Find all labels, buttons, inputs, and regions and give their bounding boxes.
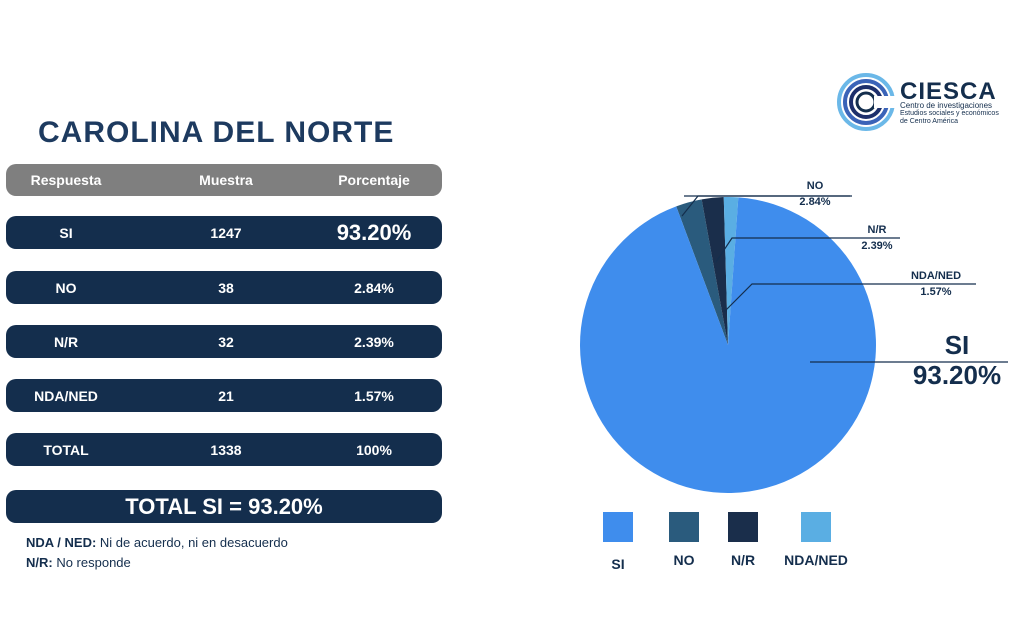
- row-muestra: 1247: [210, 224, 242, 241]
- pie-label-nr: N/R 2.39%: [852, 222, 902, 254]
- pie-label-nda-value: 1.57%: [920, 286, 952, 298]
- legend-item-si: SI: [578, 512, 658, 572]
- pie-label-no-value: 2.84%: [799, 196, 831, 208]
- total-si-banner: TOTAL SI = 93.20%: [6, 490, 442, 523]
- row-respuesta: TOTAL: [43, 441, 89, 458]
- row-porcentaje: 2.84%: [354, 279, 394, 296]
- row-muestra: 1338: [210, 441, 242, 458]
- table-row: NO 38 2.84%: [6, 271, 442, 304]
- table-row-total: TOTAL 1338 100%: [6, 433, 442, 466]
- header-porcentaje: Porcentaje: [338, 172, 410, 188]
- legend-item-nr: N/R: [703, 512, 783, 568]
- leader-line-nr: [715, 237, 900, 263]
- slice-no: [676, 199, 728, 345]
- legend-item-no: NO: [644, 512, 724, 568]
- legend-item-nda: NDA/NED: [776, 512, 856, 568]
- row-respuesta: NO: [55, 279, 77, 296]
- page-title: CAROLINA DEL NORTE: [38, 116, 395, 149]
- pie-label-no-name: NO: [806, 180, 824, 192]
- logo-line3: de Centro América: [900, 118, 958, 125]
- header-respuesta: Respuesta: [30, 172, 102, 188]
- row-muestra: 21: [218, 387, 234, 404]
- slice-nr: [701, 197, 728, 345]
- pie-label-nr-value: 2.39%: [861, 240, 893, 252]
- pie-label-nda: NDA/NED 1.57%: [896, 268, 976, 300]
- table-row: NDA/NED 21 1.57%: [6, 379, 442, 412]
- logo-line1: Centro de investigaciones: [900, 101, 993, 110]
- legend-label-si: SI: [611, 556, 625, 572]
- ciesca-logo-icon: [837, 73, 898, 131]
- row-respuesta: SI: [59, 224, 73, 241]
- row-porcentaje: 100%: [356, 441, 392, 458]
- note-nda-key: NDA / NED:: [26, 535, 97, 550]
- pie-label-si: SI 93.20%: [902, 330, 1012, 390]
- leader-line-nda: [723, 283, 976, 313]
- legend-label-nda: NDA/NED: [784, 552, 848, 568]
- row-porcentaje: 1.57%: [354, 387, 394, 404]
- legend-label-no: NO: [673, 552, 695, 568]
- table-header: Respuesta Muestra Porcentaje: [6, 164, 442, 196]
- slice-si: [580, 197, 876, 493]
- table-row: N/R 32 2.39%: [6, 325, 442, 358]
- table-row: SI 1247 93.20%: [6, 216, 442, 249]
- note-nr-key: N/R:: [26, 555, 53, 570]
- pie-label-nda-name: NDA/NED: [910, 270, 962, 282]
- leader-line-no: [681, 195, 852, 217]
- row-muestra: 38: [218, 279, 234, 296]
- pie-label-si-value: 93.20%: [912, 360, 1002, 390]
- note-nda: NDA / NED: Ni de acuerdo, ni en desacuer…: [26, 535, 288, 550]
- logo-subtitle: Centro de investigaciones Estudios socia…: [900, 102, 1000, 126]
- legend-swatch-no: [669, 512, 699, 542]
- logo-name: CIESCA: [900, 78, 997, 105]
- legend-label-nr: N/R: [730, 552, 756, 568]
- legend-swatch-si: [603, 512, 633, 542]
- row-muestra: 32: [218, 333, 234, 350]
- note-nr-text: No responde: [52, 555, 131, 570]
- row-porcentaje: 2.39%: [354, 333, 394, 350]
- legend-swatch-nr: [728, 512, 758, 542]
- row-porcentaje: 93.20%: [336, 219, 412, 245]
- legend-swatch-nda: [801, 512, 831, 542]
- note-nr: N/R: No responde: [26, 555, 131, 570]
- pie-label-no: NO 2.84%: [790, 178, 840, 210]
- note-nda-text: Ni de acuerdo, ni en desacuerdo: [96, 535, 288, 550]
- pie-label-si-name: SI: [944, 330, 970, 360]
- logo-line2: Estudios sociales y económicos: [900, 110, 999, 117]
- row-respuesta: N/R: [53, 333, 79, 350]
- pie-label-nr-name: N/R: [867, 224, 887, 236]
- header-muestra: Muestra: [199, 172, 253, 188]
- row-respuesta: NDA/NED: [34, 387, 98, 404]
